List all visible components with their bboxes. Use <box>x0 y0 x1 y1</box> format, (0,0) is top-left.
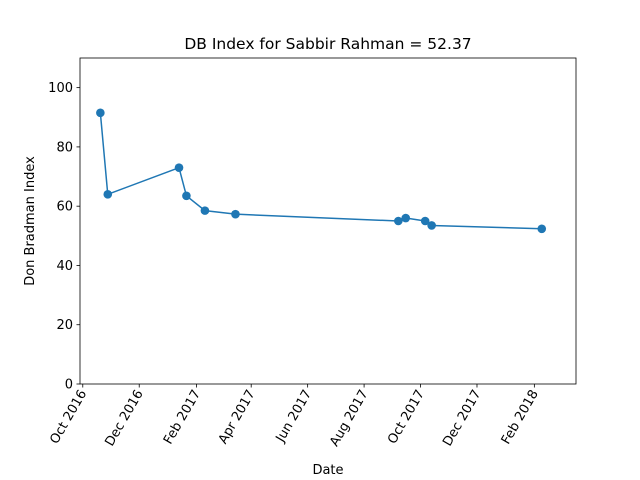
data-point <box>231 209 240 219</box>
y-tick-label: 100 <box>48 81 73 96</box>
y-tick-label: 20 <box>56 318 73 333</box>
series-layer <box>96 108 547 234</box>
chart-title: DB Index for Sabbir Rahman = 52.37 <box>184 35 471 53</box>
y-tick-label: 80 <box>56 140 73 155</box>
y-tick-label: 0 <box>65 378 73 393</box>
y-tick-label: 40 <box>56 259 73 274</box>
x-axis-label: Date <box>312 463 343 478</box>
data-point <box>401 213 411 223</box>
y-tick-label: 60 <box>56 200 73 215</box>
data-point <box>182 191 191 201</box>
y-axis-ticks: 0 20 40 60 80 100 <box>48 81 80 393</box>
plot-frame <box>79 57 577 385</box>
data-point <box>420 216 430 226</box>
data-point <box>96 108 105 118</box>
data-point <box>537 224 547 234</box>
data-point <box>394 216 403 226</box>
data-point <box>103 190 113 199</box>
y-axis-label: Don Bradman Index <box>23 156 38 286</box>
data-point <box>174 163 184 172</box>
data-point <box>200 206 210 215</box>
data-point <box>427 221 436 230</box>
